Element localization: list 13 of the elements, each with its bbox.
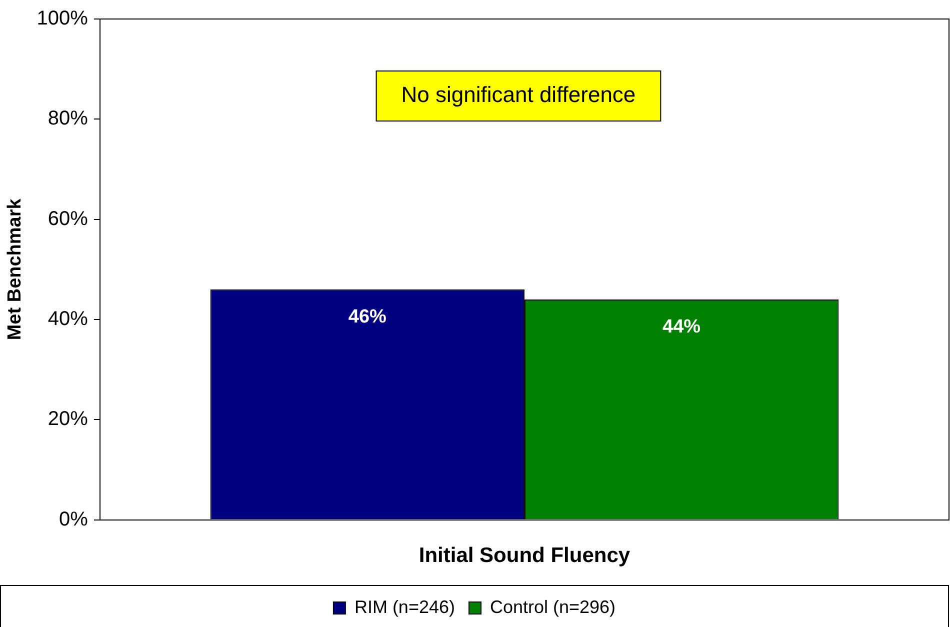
y-tick-label: 80% (48, 108, 88, 130)
y-axis-title: Met Benchmark (4, 198, 26, 340)
y-tick-label: 100% (36, 8, 88, 30)
text: 44% (662, 316, 701, 338)
text: 46% (348, 306, 386, 328)
y-tick-label: 0% (59, 508, 88, 530)
x-tick-label: Initial Sound Fluency (418, 544, 630, 568)
annotation: No significant difference (401, 82, 636, 108)
y-tick-label: 40% (48, 308, 88, 330)
y-tick-label: 20% (48, 408, 88, 430)
legend-label: RIM (n=246) (354, 596, 455, 617)
legend-label: Control (n=296) (490, 596, 616, 617)
y-tick-label: 60% (48, 208, 88, 230)
